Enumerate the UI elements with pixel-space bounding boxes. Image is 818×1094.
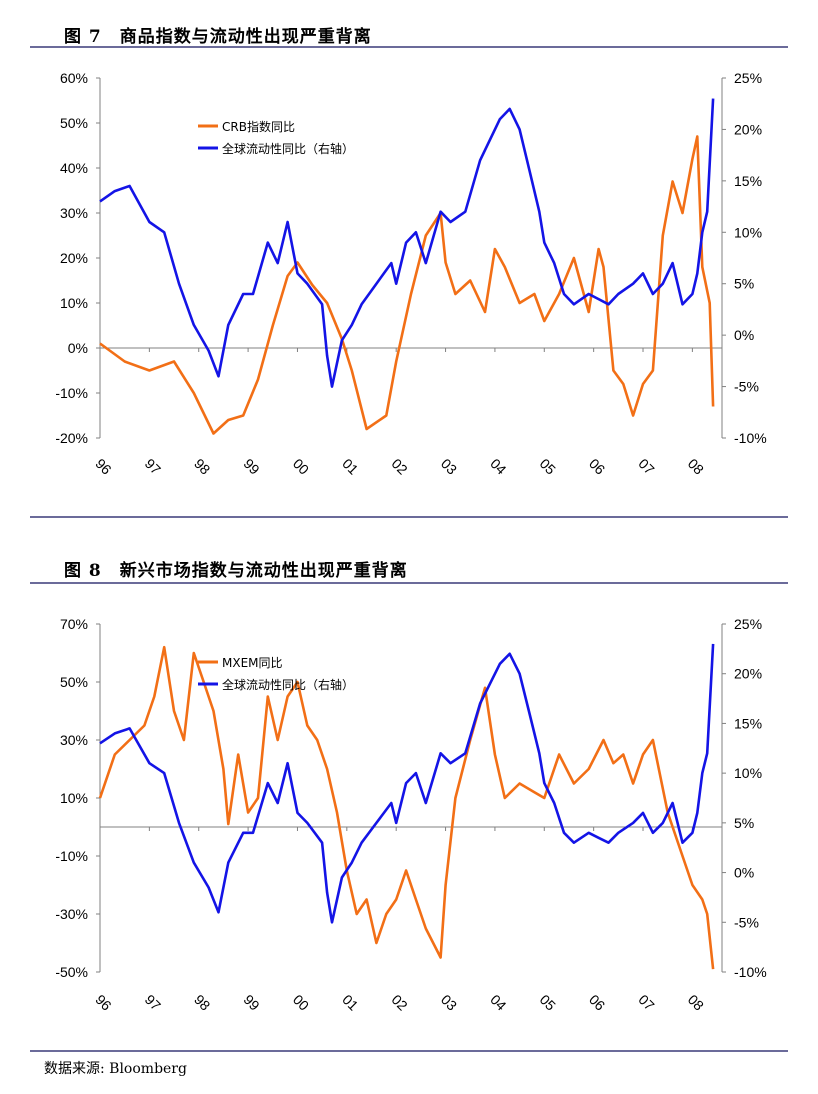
x-tick-label: 05 — [537, 991, 559, 1013]
section-divider — [30, 516, 788, 518]
right-tick-label: 5% — [734, 815, 754, 831]
series-line-right — [99, 98, 715, 388]
x-tick-label: 03 — [438, 991, 460, 1013]
left-tick-label: 30% — [60, 732, 88, 748]
right-tick-label: 5% — [734, 276, 754, 292]
right-tick-label: -10% — [734, 430, 767, 446]
left-tick-label: -30% — [55, 906, 88, 922]
left-tick-label: -20% — [55, 430, 88, 446]
left-tick-label: 10% — [60, 790, 88, 806]
figure-7-title: 图 7 商品指数与流动性出现严重背离 — [64, 22, 372, 47]
left-tick-label: 60% — [60, 70, 88, 86]
x-tick-label: 06 — [586, 991, 608, 1013]
left-tick-label: 30% — [60, 205, 88, 221]
series-line-right — [99, 643, 715, 924]
x-tick-label: 08 — [685, 455, 707, 477]
x-tick-label: 99 — [240, 455, 262, 477]
x-tick-label: 07 — [635, 455, 657, 477]
right-tick-label: -10% — [734, 964, 767, 980]
right-tick-label: 20% — [734, 121, 762, 137]
x-tick-label: 01 — [339, 455, 361, 477]
x-tick-label: 07 — [635, 991, 657, 1013]
series-line-left — [99, 135, 715, 435]
left-tick-label: 10% — [60, 295, 88, 311]
right-tick-label: 0% — [734, 865, 754, 881]
left-tick-label: -10% — [55, 385, 88, 401]
legend-label: 全球流动性同比（右轴） — [222, 677, 354, 692]
x-tick-label: 06 — [586, 455, 608, 477]
figure-7-title-rule — [30, 46, 788, 48]
legend-label: 全球流动性同比（右轴） — [222, 141, 354, 156]
figure-8-number: 图 8 — [64, 561, 102, 581]
left-tick-label: 50% — [60, 115, 88, 131]
right-tick-label: 0% — [734, 327, 754, 343]
x-tick-label: 96 — [92, 455, 114, 477]
chart-em-vs-liquidity: 70% 50% 30% 10% -10% -30% -50% 25% 20% 15% 10% 5% 0%… — [55, 616, 767, 1014]
x-tick-label: 97 — [142, 455, 164, 477]
right-tick-label: 25% — [734, 616, 762, 632]
x-tick-label: 02 — [389, 991, 411, 1013]
data-source: 数据来源: Bloomberg — [44, 1061, 187, 1077]
left-tick-label: 20% — [60, 250, 88, 266]
figure-7-title-text: 商品指数与流动性出现严重背离 — [119, 27, 372, 47]
right-tick-label: 20% — [734, 666, 762, 682]
right-tick-label: -5% — [734, 379, 759, 395]
left-tick-label: -10% — [55, 848, 88, 864]
figure-8-title-rule — [30, 582, 788, 584]
figure-8-title: 图 8 新兴市场指数与流动性出现严重背离 — [64, 556, 408, 581]
right-tick-label: 15% — [734, 715, 762, 731]
x-tick-label: 05 — [537, 455, 559, 477]
left-tick-label: 70% — [60, 616, 88, 632]
legend-label: CRB指数同比 — [222, 119, 295, 134]
right-tick-label: 10% — [734, 765, 762, 781]
x-tick-label: 99 — [240, 991, 262, 1013]
right-tick-label: 15% — [734, 173, 762, 189]
x-tick-label: 96 — [92, 991, 114, 1013]
left-tick-label: 0% — [68, 340, 88, 356]
right-tick-label: 10% — [734, 224, 762, 240]
left-tick-label: -50% — [55, 964, 88, 980]
footer-rule — [30, 1050, 788, 1052]
figure-7-number: 图 7 — [64, 27, 102, 47]
left-tick-label: 50% — [60, 674, 88, 690]
x-tick-label: 97 — [142, 991, 164, 1013]
x-tick-label: 00 — [290, 455, 312, 477]
right-tick-label: -5% — [734, 914, 759, 930]
figure-8-title-text: 新兴市场指数与流动性出现严重背离 — [119, 561, 408, 581]
x-tick-label: 01 — [339, 991, 361, 1013]
x-tick-label: 08 — [685, 991, 707, 1013]
x-tick-label: 00 — [290, 991, 312, 1013]
x-tick-label: 04 — [487, 455, 509, 477]
legend-label: MXEM同比 — [222, 656, 283, 670]
left-tick-label: 40% — [60, 160, 88, 176]
x-tick-label: 04 — [487, 991, 509, 1013]
right-tick-label: 25% — [734, 70, 762, 86]
chart-commodity-vs-liquidity: 60% 50% 40% 30% 20% 10% 0% -10% -20% 25% 20% 15% 10%… — [55, 70, 767, 478]
x-tick-label: 98 — [191, 991, 213, 1013]
series-line-left — [98, 645, 715, 970]
x-tick-label: 02 — [389, 455, 411, 477]
x-tick-label: 98 — [191, 455, 213, 477]
x-tick-label: 03 — [438, 455, 460, 477]
